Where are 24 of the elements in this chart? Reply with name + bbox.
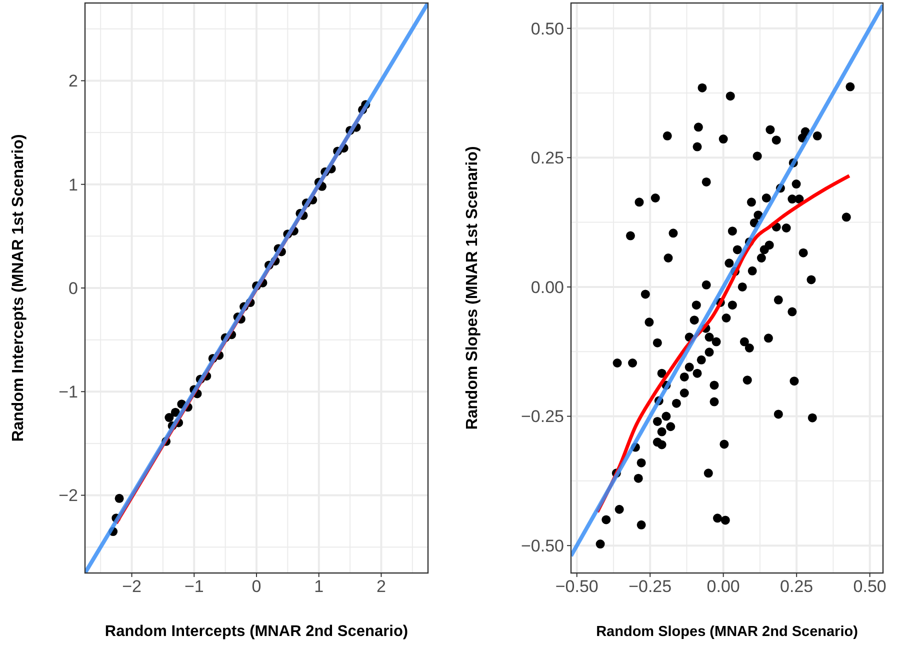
x-tick-label: −0.50 (555, 577, 598, 596)
y-axis-title: Random Slopes (MNAR 1st Scenario) (464, 146, 481, 430)
y-tick-label: 0.25 (530, 148, 564, 168)
y-tick-label: −1 (58, 382, 78, 402)
y-tick-label: −0.50 (520, 536, 564, 556)
x-tick-label: 0 (252, 577, 262, 596)
y-tick-label: 2 (68, 72, 78, 91)
x-tick-label: −0.25 (628, 577, 672, 596)
y-tick-label: −0.25 (520, 407, 564, 426)
x-tick-label: 1 (314, 577, 324, 596)
y-tick-label: 0.50 (530, 19, 564, 38)
x-tick-label: −1 (184, 577, 204, 596)
y-tick-label: −2 (58, 486, 78, 506)
x-axis-title: Random Slopes (MNAR 2nd Scenario) (596, 624, 858, 640)
x-tick-label: 0.25 (780, 577, 814, 596)
x-axis-title: Random Intercepts (MNAR 2nd Scenario) (104, 623, 408, 640)
y-tick-label: 0 (68, 278, 78, 298)
x-tick-label: 0.50 (853, 577, 886, 596)
y-axis-title: Random Intercepts (MNAR 1st Scenario) (10, 134, 27, 442)
y-tick-label: 1 (68, 175, 78, 194)
x-tick-label: −2 (122, 577, 142, 596)
x-tick-label: 0.00 (706, 577, 740, 596)
y-tick-label: 0.00 (530, 278, 564, 297)
x-tick-label: 2 (376, 577, 386, 596)
